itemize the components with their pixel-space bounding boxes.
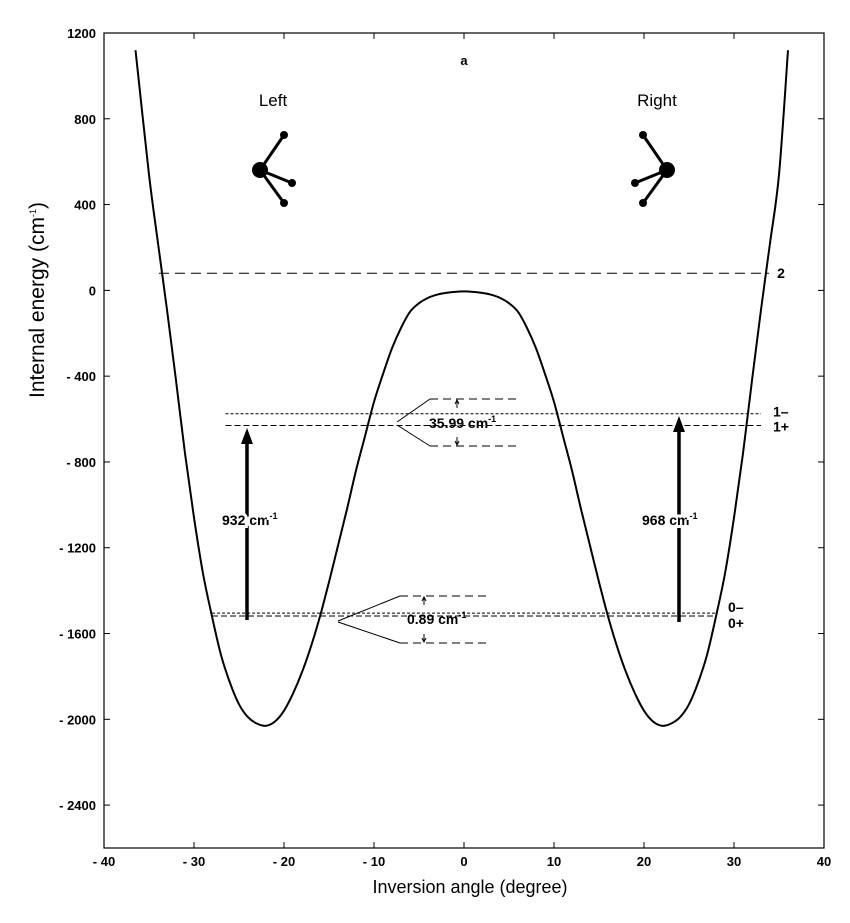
- energy-level-label: 2: [777, 265, 785, 281]
- energy-level-label: 1+: [773, 418, 789, 434]
- left-label: Left: [259, 91, 288, 110]
- upper-splitting-label: 35.99 cm-1: [429, 414, 496, 431]
- energy-level-label: 0+: [728, 615, 744, 631]
- right-label: Right: [637, 91, 677, 110]
- left-transition-arrow: [241, 428, 253, 620]
- y-tick-label: - 1200: [59, 541, 96, 556]
- energy-level-label: 0–: [728, 599, 744, 615]
- x-tick-label: - 10: [363, 854, 385, 869]
- plot-frame: [103, 32, 825, 849]
- x-tick-label: - 30: [183, 854, 205, 869]
- y-tick-label: 400: [74, 198, 96, 213]
- x-tick-label: - 20: [273, 854, 295, 869]
- y-axis-label: Internal energy (cm-1): [26, 202, 49, 398]
- y-tick-label: - 2400: [59, 798, 96, 813]
- y-tick-label: 1200: [67, 26, 96, 41]
- y-tick-label: 800: [74, 112, 96, 127]
- left-molecule-icon: [252, 131, 296, 207]
- y-tick-label: 0: [89, 283, 96, 298]
- x-tick-label: 30: [727, 854, 741, 869]
- left-transition-label: 932 cm-1: [222, 511, 278, 528]
- lower-splitting-label: 0.89 cm-1: [407, 610, 466, 627]
- lower-splitting-callout: [337, 595, 488, 644]
- right-molecule-icon: [631, 131, 675, 207]
- y-tick-label: - 2000: [59, 712, 96, 727]
- upper-splitting-callout: [396, 398, 518, 447]
- chart-title: a: [460, 53, 468, 68]
- right-transition-arrow: [673, 416, 685, 622]
- potential-curve: [134, 50, 789, 727]
- x-tick-label: 40: [817, 854, 831, 869]
- energy-level-label: 1–: [773, 404, 789, 420]
- x-tick-label: 0: [460, 854, 467, 869]
- x-tick-label: 20: [637, 854, 651, 869]
- y-tick-label: - 400: [66, 369, 96, 384]
- x-tick-label: 10: [547, 854, 561, 869]
- right-transition-label: 968 cm-1: [642, 511, 698, 528]
- x-tick-label: - 40: [93, 854, 115, 869]
- y-tick-label: - 800: [66, 455, 96, 470]
- x-axis-label: Inversion angle (degree): [372, 877, 567, 897]
- y-tick-label: - 1600: [59, 627, 96, 642]
